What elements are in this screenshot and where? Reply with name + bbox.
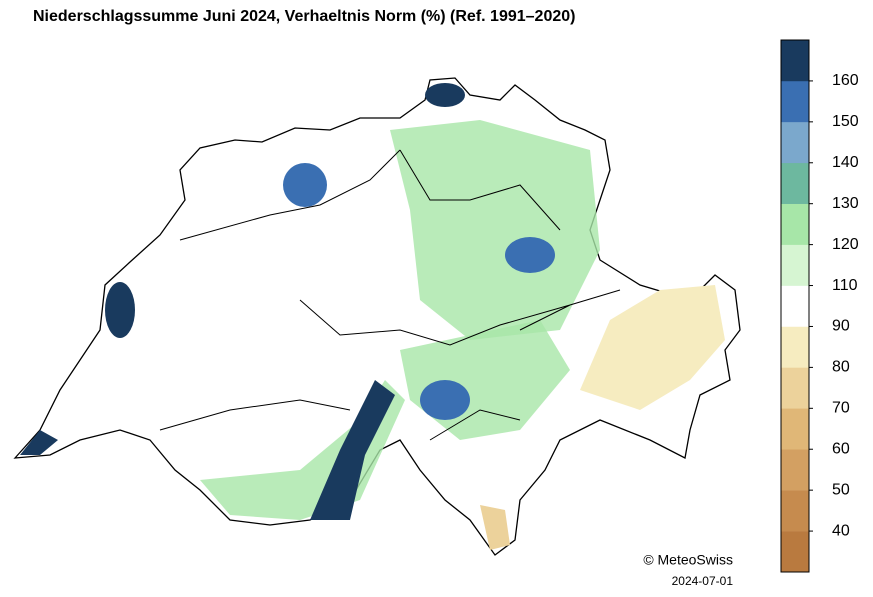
border-lines	[159, 149, 621, 441]
legend-tick-label: 50	[832, 481, 850, 498]
legend-swatch	[781, 80, 809, 123]
legend-swatch	[781, 326, 809, 368]
dry-area	[480, 505, 510, 550]
legend-tick-label: 90	[832, 318, 850, 335]
legend-swatch	[781, 121, 809, 164]
legend-swatch	[781, 40, 809, 82]
map-title: Niederschlagssumme Juni 2024, Verhaeltni…	[33, 8, 575, 25]
legend-swatch	[781, 490, 809, 532]
legend-tick-label: 80	[832, 359, 850, 376]
wet-area	[420, 380, 470, 420]
dry-area	[580, 285, 725, 410]
legend-tick-label: 130	[832, 195, 859, 212]
legend-tick-label: 120	[832, 236, 859, 253]
legend-swatch	[781, 285, 809, 327]
legend-tick-label: 150	[832, 113, 859, 130]
legend-tick-label: 40	[832, 522, 850, 539]
legend-swatch	[781, 162, 809, 204]
legend-swatch	[781, 449, 809, 491]
wet-area	[505, 237, 555, 273]
legend-swatch	[781, 408, 809, 450]
wet-area	[390, 120, 600, 340]
legend-tick-label: 60	[832, 440, 850, 457]
date: 2024-07-01	[672, 574, 734, 588]
legend-swatch	[781, 531, 809, 573]
legend-tick-label: 160	[832, 72, 859, 89]
wet-area	[310, 380, 395, 520]
wet-area	[283, 163, 327, 207]
legend-tick-label: 110	[832, 277, 858, 294]
legend-tick-label: 140	[832, 154, 859, 171]
legend: 40 50 60 70 80 90 110 120 130 140 150 160	[780, 39, 859, 573]
wet-area	[20, 430, 58, 455]
credit: © MeteoSwiss	[643, 552, 733, 568]
legend-tick-label: 70	[832, 400, 850, 417]
legend-frame	[780, 39, 810, 573]
precipitation-map	[13, 77, 741, 556]
legend-swatch	[781, 367, 809, 409]
legend-swatch	[781, 244, 809, 286]
legend-swatch	[781, 203, 809, 245]
wet-area	[425, 83, 465, 107]
wet-area	[105, 282, 135, 338]
